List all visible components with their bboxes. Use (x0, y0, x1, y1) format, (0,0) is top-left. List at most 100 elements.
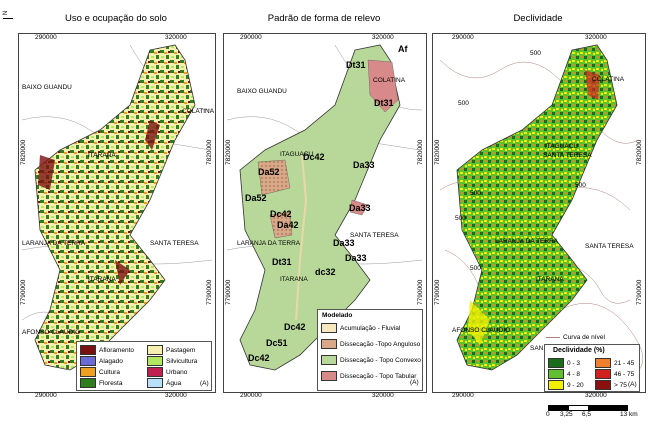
legend-swatch (548, 369, 564, 379)
scale-bar (548, 405, 628, 411)
contour-label: 500 (455, 215, 466, 222)
contour-label: 500 (470, 265, 481, 272)
legend-swatch (321, 323, 337, 333)
relief-area-shape (239, 44, 401, 371)
legend-swatch (321, 355, 337, 365)
legend-item: 0 - 3 (548, 358, 580, 368)
legend-item: Água (147, 378, 181, 388)
legend-item: 21 - 45 (595, 358, 634, 368)
scale-tick: 0 (546, 411, 550, 418)
legend-item: Pastagem (147, 345, 195, 355)
coord-label: 290000 (35, 392, 57, 399)
legend-swatch (548, 358, 564, 368)
coord-label: 320000 (372, 34, 394, 41)
place-label: ITAGUACU (280, 151, 314, 158)
legend-item: 9 - 20 (548, 380, 584, 390)
legend-swatch (595, 358, 611, 368)
place-label: BAIXO GUANDU (237, 88, 287, 95)
contour-legend: Curva de nível (546, 334, 605, 341)
legend-swatch (80, 378, 96, 388)
legend-swatch (147, 356, 163, 366)
legend-item: Alagado (80, 356, 123, 366)
place-label: ITARANA (536, 276, 564, 283)
relief-unit-label: Dc42 (284, 322, 306, 332)
relief-unit-label: dc32 (315, 267, 336, 277)
scale-tick: 6,5 (582, 411, 592, 418)
legend-item: 46 - 75 (595, 369, 634, 379)
relief-unit-label: Dt31 (272, 257, 292, 267)
legend-swatch (147, 367, 163, 377)
corner-label: (A) (200, 380, 209, 387)
legend-item: Urbano (147, 367, 187, 377)
place-label: ITARANA (280, 276, 308, 283)
relief-unit-label: Dc51 (266, 338, 288, 348)
contour-label: 500 (458, 100, 469, 107)
legend-swatch (321, 371, 337, 381)
relief-unit-label: Da33 (345, 253, 367, 263)
relief-unit-label: Da42 (277, 220, 299, 230)
place-label: LARANJA DA TERRA (495, 238, 559, 245)
relief-unit-label: Af (398, 44, 408, 54)
legend-swatch (321, 339, 337, 349)
place-label: LARANJA DA TERRA (237, 240, 301, 247)
place-label: AFONSO CLAUDIO (22, 329, 81, 336)
coord-label: 290000 (240, 392, 262, 399)
panel-2-legend: Modelado Acumulação - Fluvial Dissecação… (317, 309, 423, 391)
coord-label: 290000 (452, 34, 474, 41)
legend-swatch (80, 345, 96, 355)
coord-label: 320000 (585, 34, 607, 41)
legend-item: Dissecação -Topo Anguloso (321, 339, 420, 349)
place-label: COLATINA (592, 76, 625, 83)
relief-unit-label: Da33 (349, 203, 371, 213)
place-label: SAN (530, 345, 544, 352)
scale-tick: 13 km (620, 411, 638, 418)
panel-3-legend: Declividade (%) 0 - 3 21 - 45 4 - 8 46 -… (544, 344, 640, 392)
relief-unit-label: Dt31 (374, 98, 394, 108)
legend-swatch (147, 345, 163, 355)
relief-unit-label: Dt31 (346, 60, 366, 70)
panel-1-title: Uso e ocupação do solo (65, 13, 167, 24)
coord-label: 320000 (585, 392, 607, 399)
place-label: COLATINA (182, 108, 215, 115)
place-label: ITAGUACU (545, 143, 579, 150)
corner-label: (A) (410, 379, 419, 386)
coord-label: 320000 (165, 34, 187, 41)
place-label: BAIXO GUANDU (22, 84, 72, 91)
north-arrow-icon (3, 18, 13, 19)
place-label: SANTA TERESA (585, 243, 634, 250)
panel-1-legend: Afloramento Pastagem Alagado Silvicultur… (76, 341, 212, 391)
coord-label: 320000 (165, 392, 187, 399)
coord-label: 290000 (452, 392, 474, 399)
coord-label: 290000 (240, 34, 262, 41)
panel-2-title: Padrão de forma de relevo (267, 13, 381, 24)
relief-unit-label: Dc42 (270, 209, 292, 219)
legend-title: Declividade (%) (553, 347, 605, 354)
legend-swatch (595, 369, 611, 379)
place-label: ITARANA (88, 276, 116, 283)
contour-label: 500 (470, 190, 481, 197)
coord-label: 320000 (372, 392, 394, 399)
legend-item: Floresta (80, 378, 122, 388)
place-label: AFONSO CLAUDIO (452, 327, 511, 334)
place-label: SANTA TERESA (150, 240, 199, 247)
scale-tick: 3,25 (560, 411, 573, 418)
contour-line-icon (546, 337, 560, 338)
legend-item: Dissecação - Topo Convexo (321, 355, 421, 365)
panel-3-title: Declividade (513, 13, 563, 24)
relief-unit-label: Dc42 (248, 353, 270, 363)
legend-item: Acumulação - Fluvial (321, 323, 400, 333)
legend-swatch (80, 356, 96, 366)
legend-title: Modelado (322, 312, 353, 319)
relief-unit-label: Da52 (245, 193, 267, 203)
legend-item: Dissecação - Topo Tabular (321, 371, 416, 381)
place-label: LARANJA DA TERRA (22, 240, 86, 247)
legend-swatch (147, 378, 163, 388)
legend-item: Silvicultura (147, 356, 197, 366)
legend-swatch (548, 380, 564, 390)
place-label: SANTA TERESA (350, 232, 399, 239)
coord-label: 290000 (35, 34, 57, 41)
legend-swatch (80, 367, 96, 377)
